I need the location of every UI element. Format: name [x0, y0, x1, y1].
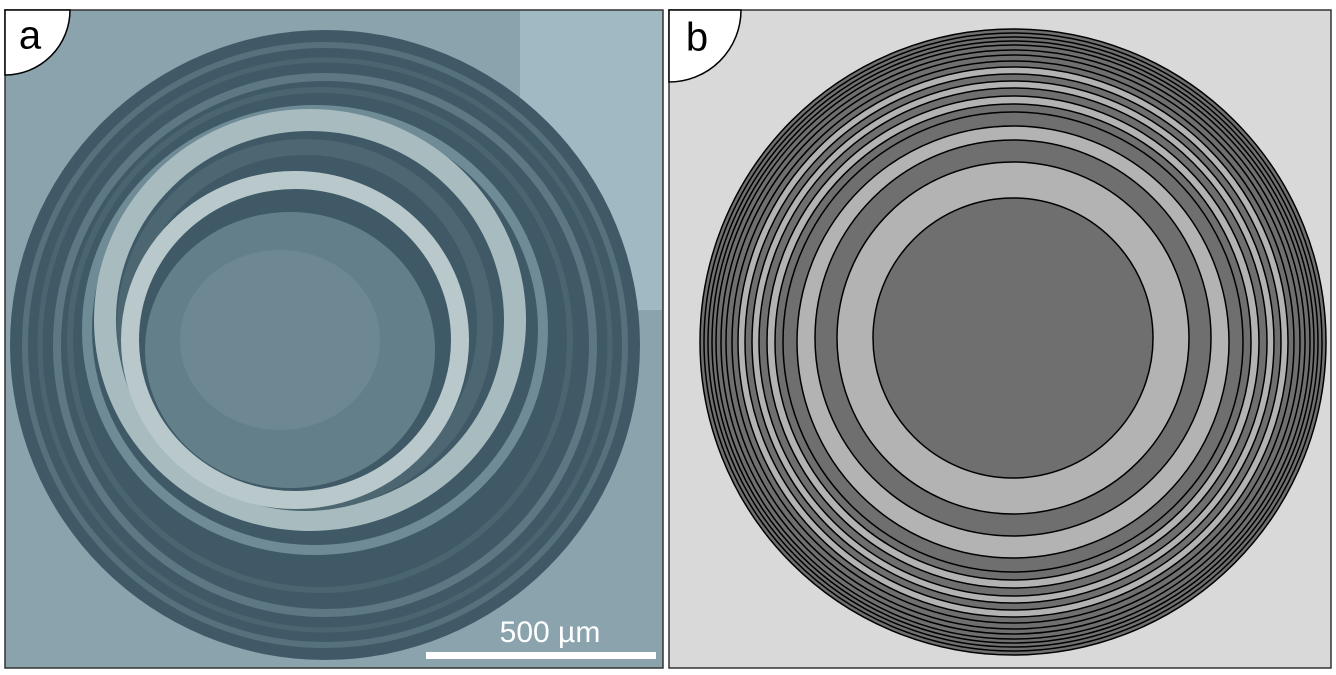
- panel-label: a: [19, 14, 42, 58]
- nucleus-inner: [180, 250, 380, 430]
- page: {"panels": [{"label": "a"}, {"label": "b…: [0, 0, 1336, 675]
- scale-bar: [426, 652, 656, 659]
- panel-b-diagram: [669, 10, 1331, 668]
- panel-a-image: 500 µm: [5, 10, 663, 668]
- rings: [700, 29, 1326, 655]
- scale-bar-label: 500 µm: [500, 616, 601, 649]
- core: [873, 198, 1153, 478]
- figure: 500 µm a b: [0, 0, 1336, 675]
- panel-label: b: [686, 16, 708, 60]
